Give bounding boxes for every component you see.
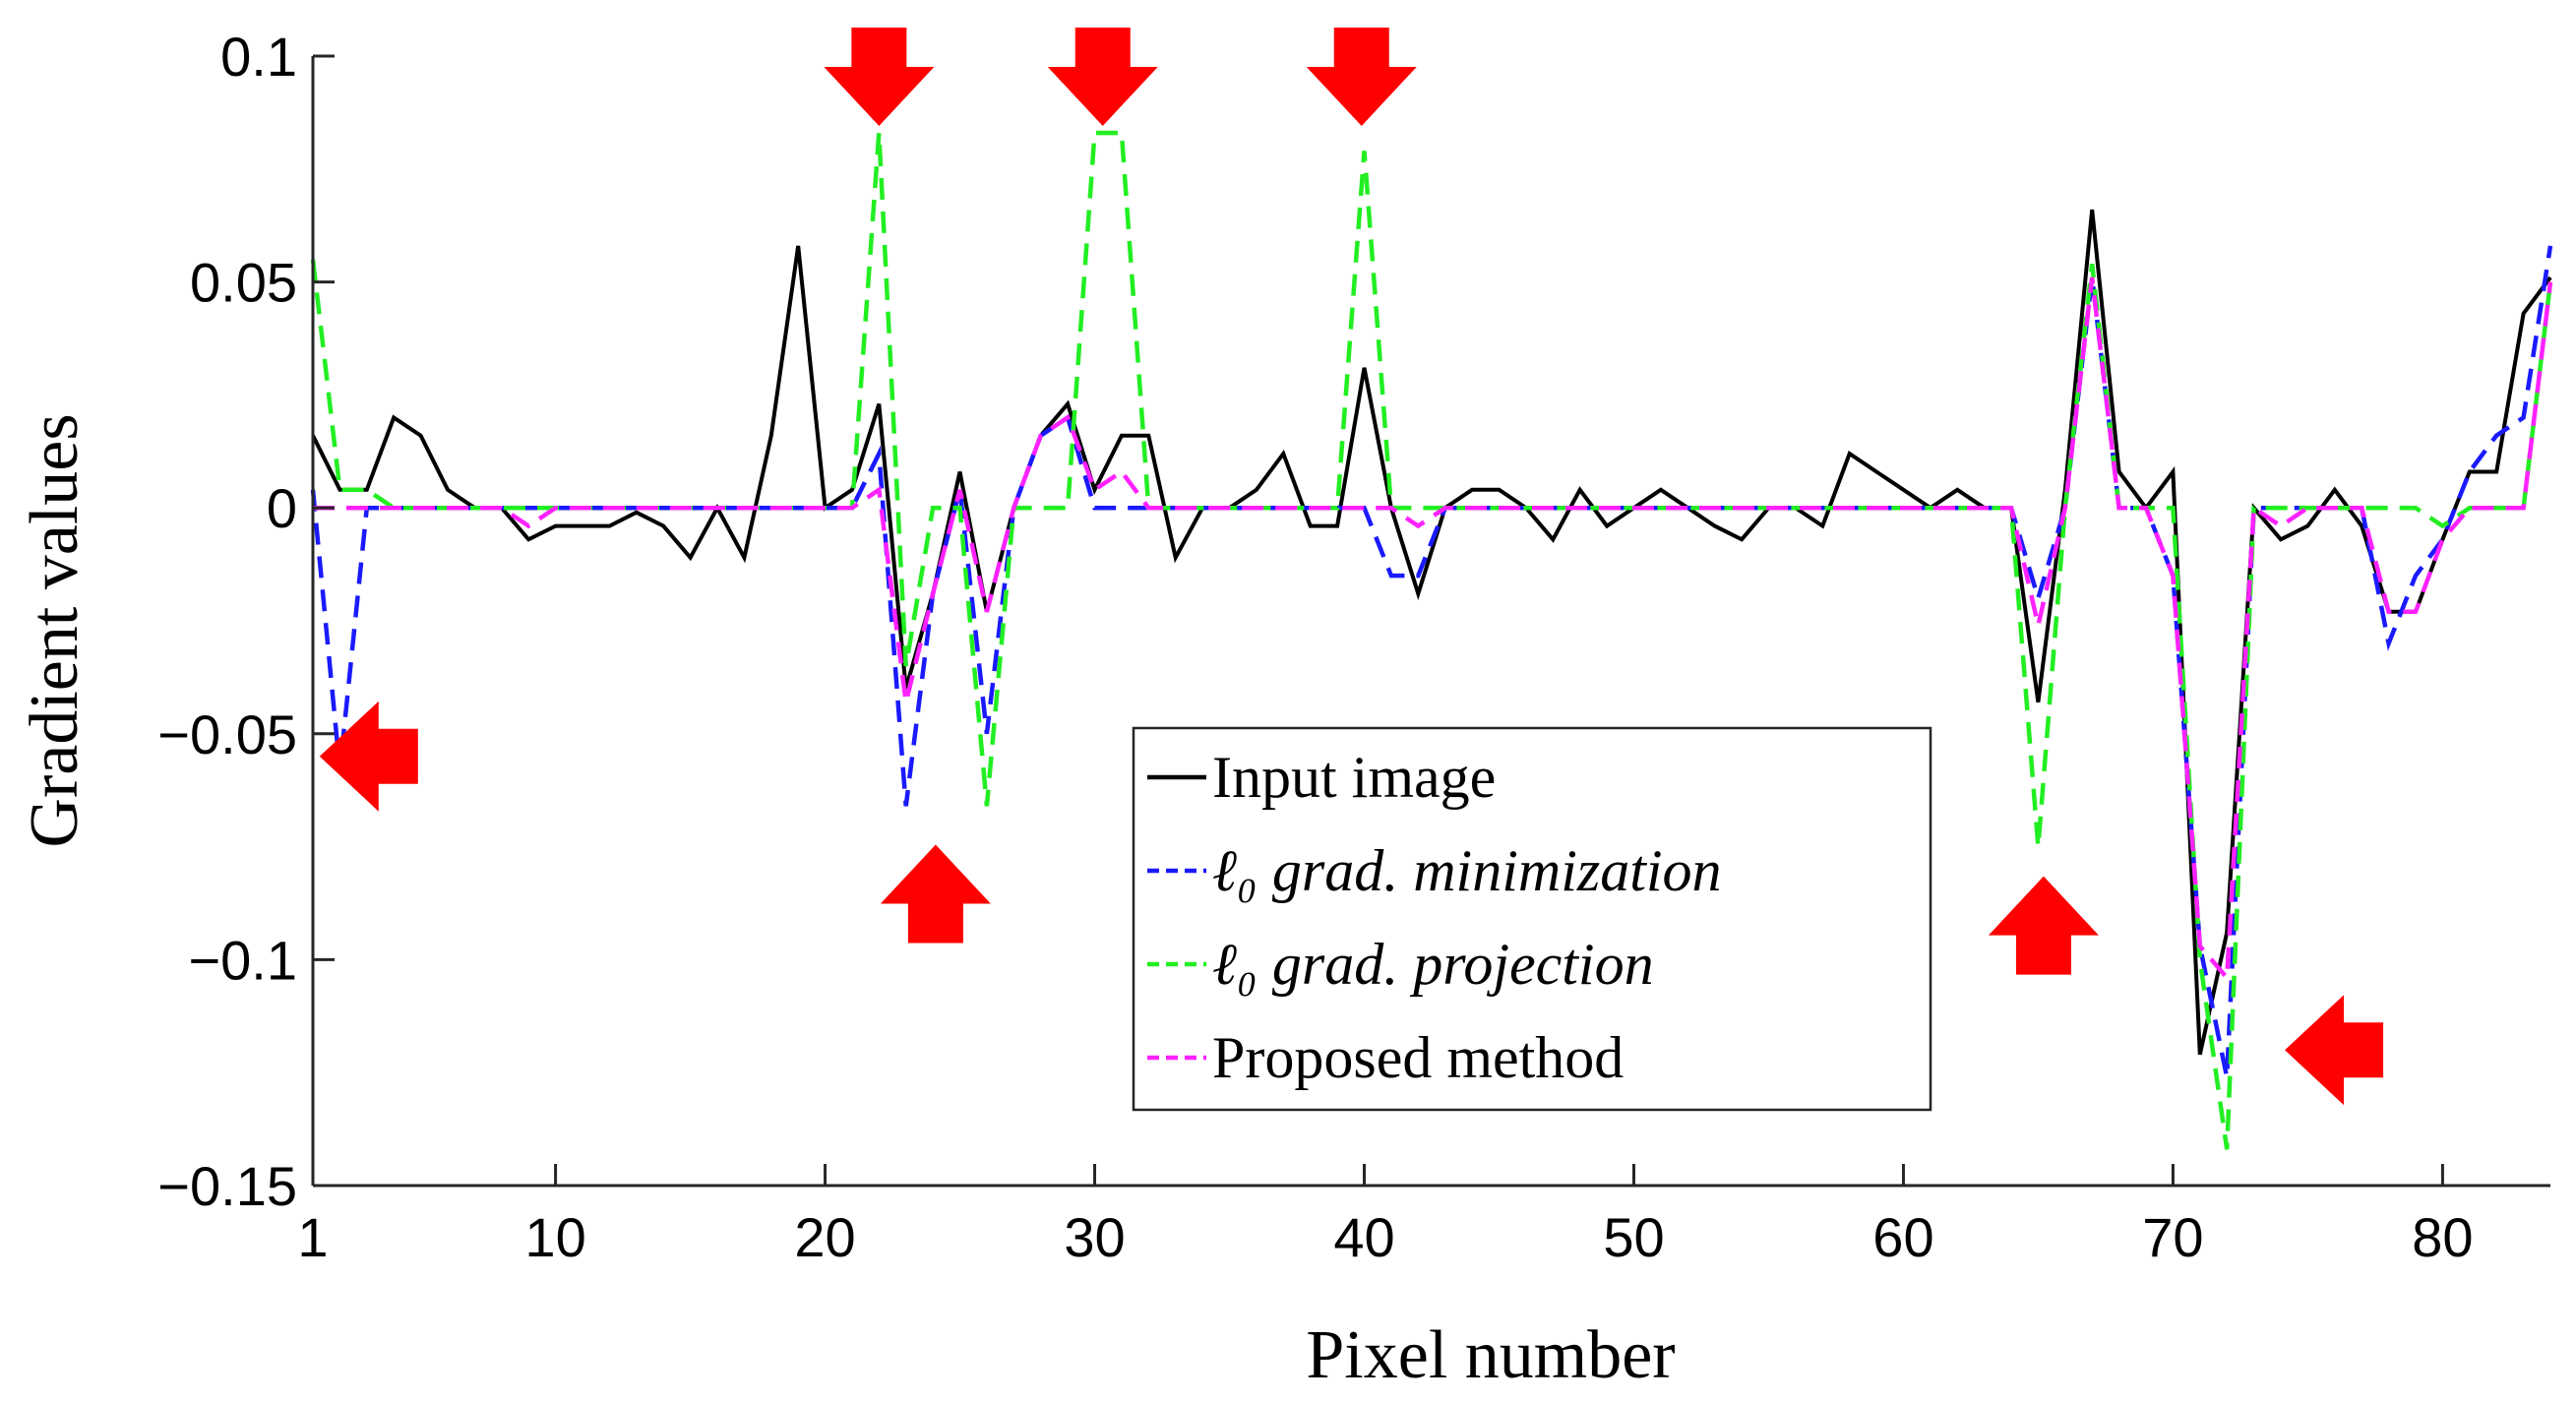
- x-tick-label: 10: [524, 1206, 585, 1268]
- red-arrow-left-icon: [2285, 995, 2384, 1106]
- red-arrow-down-icon: [824, 27, 935, 126]
- red-arrow-left-icon: [319, 701, 418, 812]
- y-axis-title: Gradient values: [17, 413, 92, 847]
- series-layer: [310, 130, 2553, 1150]
- red-arrow-down-icon: [1047, 27, 1158, 126]
- legend-label-3: Proposed method: [1212, 1025, 1624, 1090]
- x-tick-label: 50: [1603, 1206, 1664, 1268]
- y-tick-label: −0.15: [157, 1155, 297, 1217]
- x-axis-title: Pixel number: [1306, 1317, 1675, 1393]
- legend-label-0: Input image: [1212, 745, 1496, 810]
- x-tick-label: 80: [2412, 1206, 2473, 1268]
- y-tick-label: −0.05: [157, 703, 297, 765]
- x-tick-label: 1: [297, 1206, 328, 1268]
- y-tick-label: 0.05: [190, 252, 297, 314]
- x-tick-label: 20: [794, 1206, 855, 1268]
- legend-label-1: ℓ₀ grad. minimization: [1212, 838, 1722, 903]
- axes-layer: −0.15 −0.1 −0.05 0 0.05 0.1 1 10 20 30 40 50 60 70 80 P…: [17, 26, 2550, 1393]
- x-tick-label: 40: [1333, 1206, 1394, 1268]
- y-tick-label: −0.1: [188, 929, 297, 991]
- legend-box: [1132, 726, 1932, 1112]
- annotation-layer: [319, 27, 2384, 1106]
- y-tick-label: 0: [267, 477, 297, 539]
- legend: Input image ℓ₀ grad. minimization ℓ₀ grad.…: [1132, 726, 1932, 1112]
- legend-label-2: ℓ₀ grad. projection: [1212, 932, 1654, 997]
- red-arrow-up-icon: [880, 844, 991, 944]
- x-tick-label: 70: [2142, 1206, 2203, 1268]
- series-line-3: [313, 276, 2553, 984]
- y-tick-label: 0.1: [220, 26, 297, 88]
- red-arrow-up-icon: [1988, 876, 2099, 975]
- x-tick-label: 60: [1872, 1206, 1933, 1268]
- red-arrow-down-icon: [1306, 27, 1417, 126]
- x-tick-label: 30: [1064, 1206, 1125, 1268]
